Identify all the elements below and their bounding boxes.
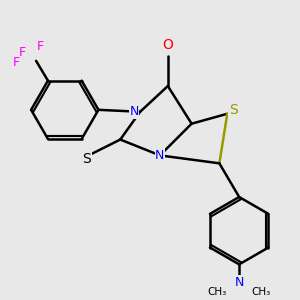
- Text: CH₃: CH₃: [208, 287, 227, 297]
- Text: S: S: [229, 103, 238, 117]
- Text: N: N: [235, 276, 244, 289]
- Text: F: F: [37, 40, 44, 53]
- Text: N: N: [130, 105, 139, 118]
- Text: F: F: [19, 46, 26, 59]
- Text: S: S: [82, 152, 91, 167]
- Text: O: O: [162, 38, 173, 52]
- Text: CH₃: CH₃: [251, 287, 271, 297]
- Text: N: N: [155, 149, 165, 162]
- Text: F: F: [13, 56, 20, 69]
